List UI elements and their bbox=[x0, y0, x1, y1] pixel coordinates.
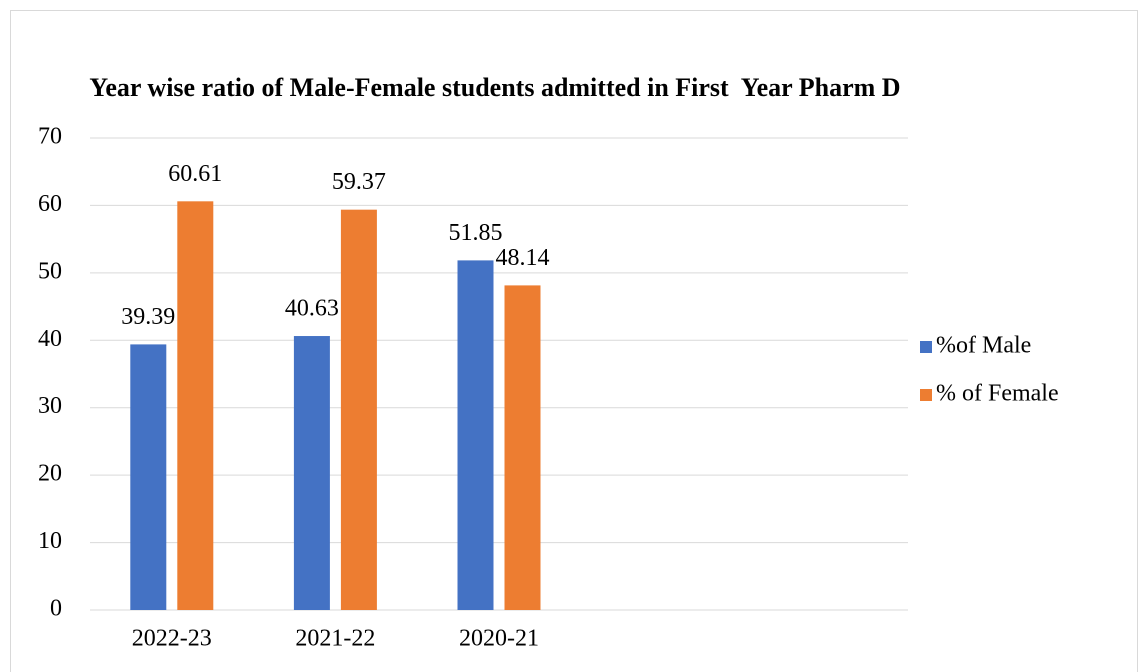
y-tick-label: 70 bbox=[38, 124, 62, 150]
y-tick-label: 0 bbox=[50, 596, 62, 622]
y-tick-label: 20 bbox=[38, 461, 62, 487]
x-tick-label: 2022-23 bbox=[132, 626, 212, 652]
value-label: 39.39 bbox=[121, 304, 175, 330]
y-tick-label: 10 bbox=[38, 528, 62, 554]
bar bbox=[457, 260, 494, 610]
bar bbox=[340, 209, 377, 610]
y-tick-label: 50 bbox=[38, 258, 62, 284]
bar bbox=[177, 201, 214, 610]
chart-title: Year wise ratio of Male-Female students … bbox=[89, 73, 901, 102]
bar bbox=[130, 344, 167, 610]
bar bbox=[293, 336, 330, 610]
value-label: 59.37 bbox=[332, 169, 386, 195]
y-tick-label: 40 bbox=[38, 326, 62, 352]
value-label: 40.63 bbox=[285, 296, 339, 322]
bar bbox=[504, 285, 541, 610]
legend-label: % of Female bbox=[936, 381, 1059, 407]
x-tick-label: 2020-21 bbox=[459, 626, 539, 652]
x-tick-label: 2021-22 bbox=[295, 626, 375, 652]
y-tick-label: 30 bbox=[38, 393, 62, 419]
legend-label: %of Male bbox=[936, 333, 1031, 359]
legend-swatch bbox=[920, 389, 932, 401]
legend-swatch bbox=[920, 341, 932, 353]
y-tick-label: 60 bbox=[38, 191, 62, 217]
value-label: 51.85 bbox=[449, 220, 503, 246]
value-label: 48.14 bbox=[496, 245, 550, 271]
value-label: 60.61 bbox=[168, 161, 222, 187]
